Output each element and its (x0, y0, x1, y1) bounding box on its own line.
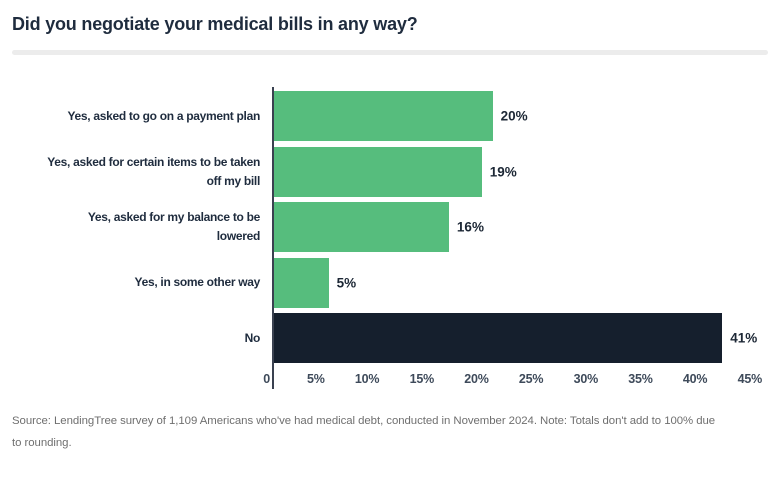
chart-row: No 41% (12, 313, 768, 363)
x-tick-label: 40% (682, 372, 708, 386)
chart-row: Yes, asked for certain items to be taken… (12, 146, 768, 197)
source-note: Source: LendingTree survey of 1,109 Amer… (12, 415, 716, 450)
title-divider (12, 50, 768, 55)
chart-row: Yes, asked for my balance to be lowered 1… (12, 202, 768, 252)
bar-track: 41% (272, 313, 764, 363)
chart-title: Did you negotiate your medical bills in … (12, 14, 418, 34)
chart-row: Yes, in some other way 5% (12, 257, 768, 308)
category-label: No (244, 330, 261, 345)
bar-value-label: 19% (489, 164, 517, 179)
bar (274, 146, 482, 197)
bar-chart: Yes, asked to go on a payment plan 20% Yes… (12, 87, 768, 390)
x-tick-label: 45% (737, 372, 763, 386)
x-tick-label: 10% (354, 372, 380, 386)
chart-rows: Yes, asked to go on a payment plan 20% Yes… (12, 91, 768, 363)
bar-value-label: 41% (730, 330, 758, 346)
category-label: Yes, in some other way (134, 275, 261, 290)
bar-track: 16% (272, 202, 764, 252)
x-tick-label: 25% (518, 372, 544, 386)
chart-row: Yes, asked to go on a payment plan 20% (12, 91, 768, 141)
bar (274, 313, 723, 363)
chart-card: Did you negotiate your medical bills in … (0, 13, 780, 454)
x-tick-label: 35% (628, 372, 653, 386)
bar (274, 257, 329, 308)
bar-value-label: 20% (500, 108, 528, 124)
bar-track: 19% (272, 146, 764, 197)
bar-value-label: 5% (336, 275, 357, 290)
x-tick-label: 30% (573, 372, 599, 386)
bar-track: 5% (272, 257, 764, 308)
bar (274, 91, 493, 141)
x-tick-label: 0 (263, 372, 270, 386)
x-tick-label: 20% (464, 372, 489, 386)
bar (274, 202, 449, 252)
bar-track: 20% (272, 91, 764, 141)
category-label: Yes, asked to go on a payment plan (67, 108, 260, 123)
bar-value-label: 16% (456, 219, 484, 235)
x-tick-label: 5% (306, 372, 325, 386)
category-label: Yes, asked for certain items to be taken… (47, 154, 260, 188)
y-axis-line (272, 87, 274, 389)
x-axis-ticks: 0 5% 10% 15% 20% 25% 30% 35% 40% 45% (263, 372, 765, 390)
category-label: Yes, asked for my balance to be lowered (87, 210, 260, 243)
x-tick-label: 15% (409, 372, 435, 386)
